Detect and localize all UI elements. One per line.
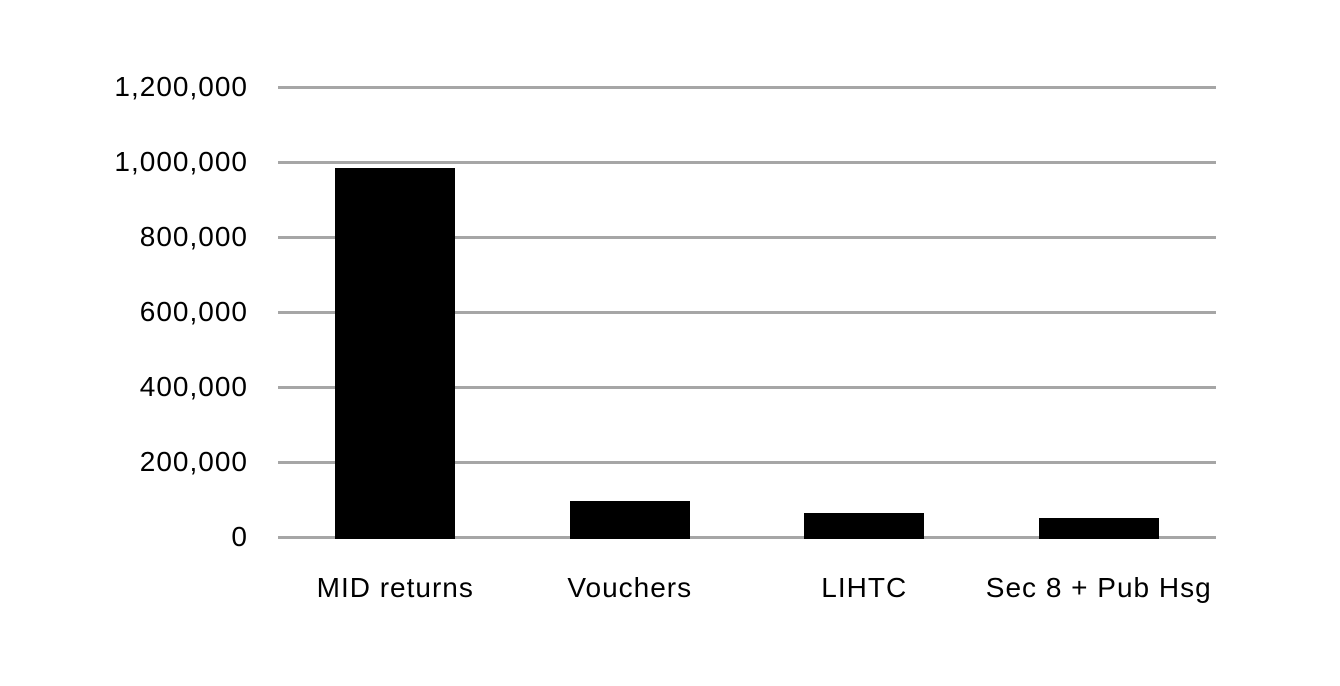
- gridline: [278, 160, 1216, 164]
- x-category-label: MID returns: [316, 572, 474, 603]
- y-tick-label: 1,200,000: [114, 71, 248, 102]
- gridline: [278, 385, 1216, 389]
- gridline: [278, 460, 1216, 464]
- gridline: [278, 85, 1216, 89]
- gridline: [278, 535, 1216, 539]
- x-category-label: Sec 8 + Pub Hsg: [985, 572, 1212, 603]
- y-tick-label: 0: [231, 521, 248, 552]
- bar-lihtc: [804, 512, 925, 539]
- bar-mid-returns: [335, 167, 456, 539]
- x-category-label: Vouchers: [567, 572, 693, 603]
- y-tick-label: 200,000: [139, 446, 248, 477]
- bar-vouchers: [569, 501, 690, 539]
- y-tick-label: 400,000: [139, 371, 248, 402]
- gridline: [278, 235, 1216, 239]
- bar-sec-8-pub-hsg: [1038, 518, 1159, 539]
- y-tick-label: 600,000: [139, 296, 248, 327]
- gridline: [278, 310, 1216, 314]
- x-category-label: LIHTC: [821, 572, 908, 603]
- y-tick-label: 1,000,000: [114, 146, 248, 177]
- y-tick-label: 800,000: [139, 221, 248, 252]
